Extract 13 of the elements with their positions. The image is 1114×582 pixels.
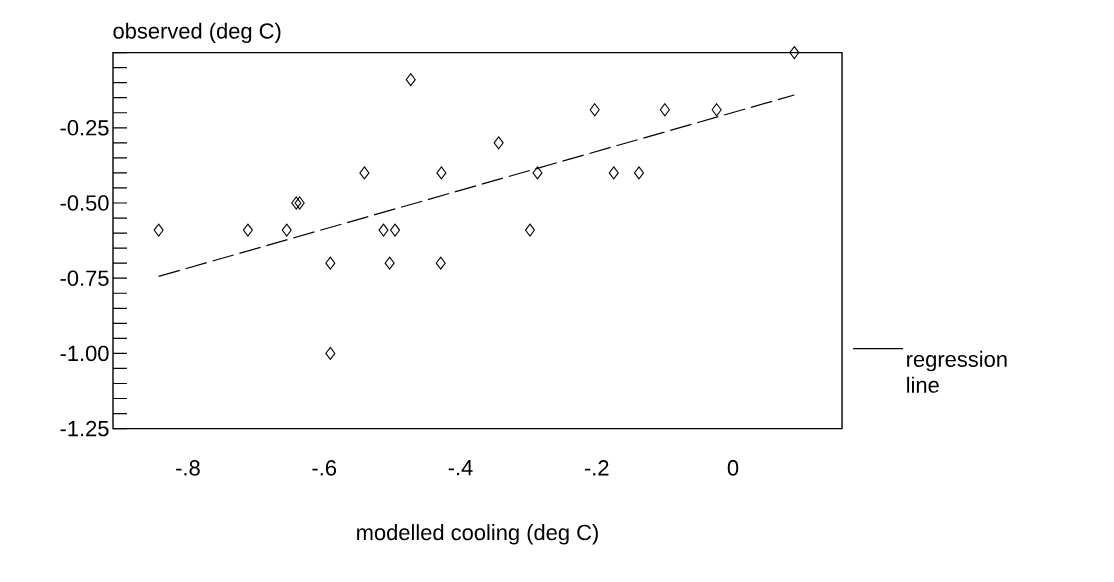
y-tick-label: -0.75 (60, 270, 109, 286)
y-tick-label: -1.25 (60, 420, 109, 437)
x-tick-label: -.6 (312, 460, 337, 476)
text: regression line (907, 350, 1007, 393)
x-tick-label: -.4 (448, 460, 473, 476)
x-axis-title: modelled cooling (deg C) (357, 524, 598, 545)
x-tick-label: -.2 (584, 460, 609, 476)
x-tick-label: 0 (727, 460, 739, 476)
y-axis-title: observed (deg C) (113, 22, 281, 44)
y-tick-label: -0.25 (60, 120, 109, 136)
x-tick-label: -.8 (176, 460, 200, 476)
y-tick-label: -0.50 (60, 195, 109, 211)
y-tick-label: -1.00 (60, 345, 109, 362)
